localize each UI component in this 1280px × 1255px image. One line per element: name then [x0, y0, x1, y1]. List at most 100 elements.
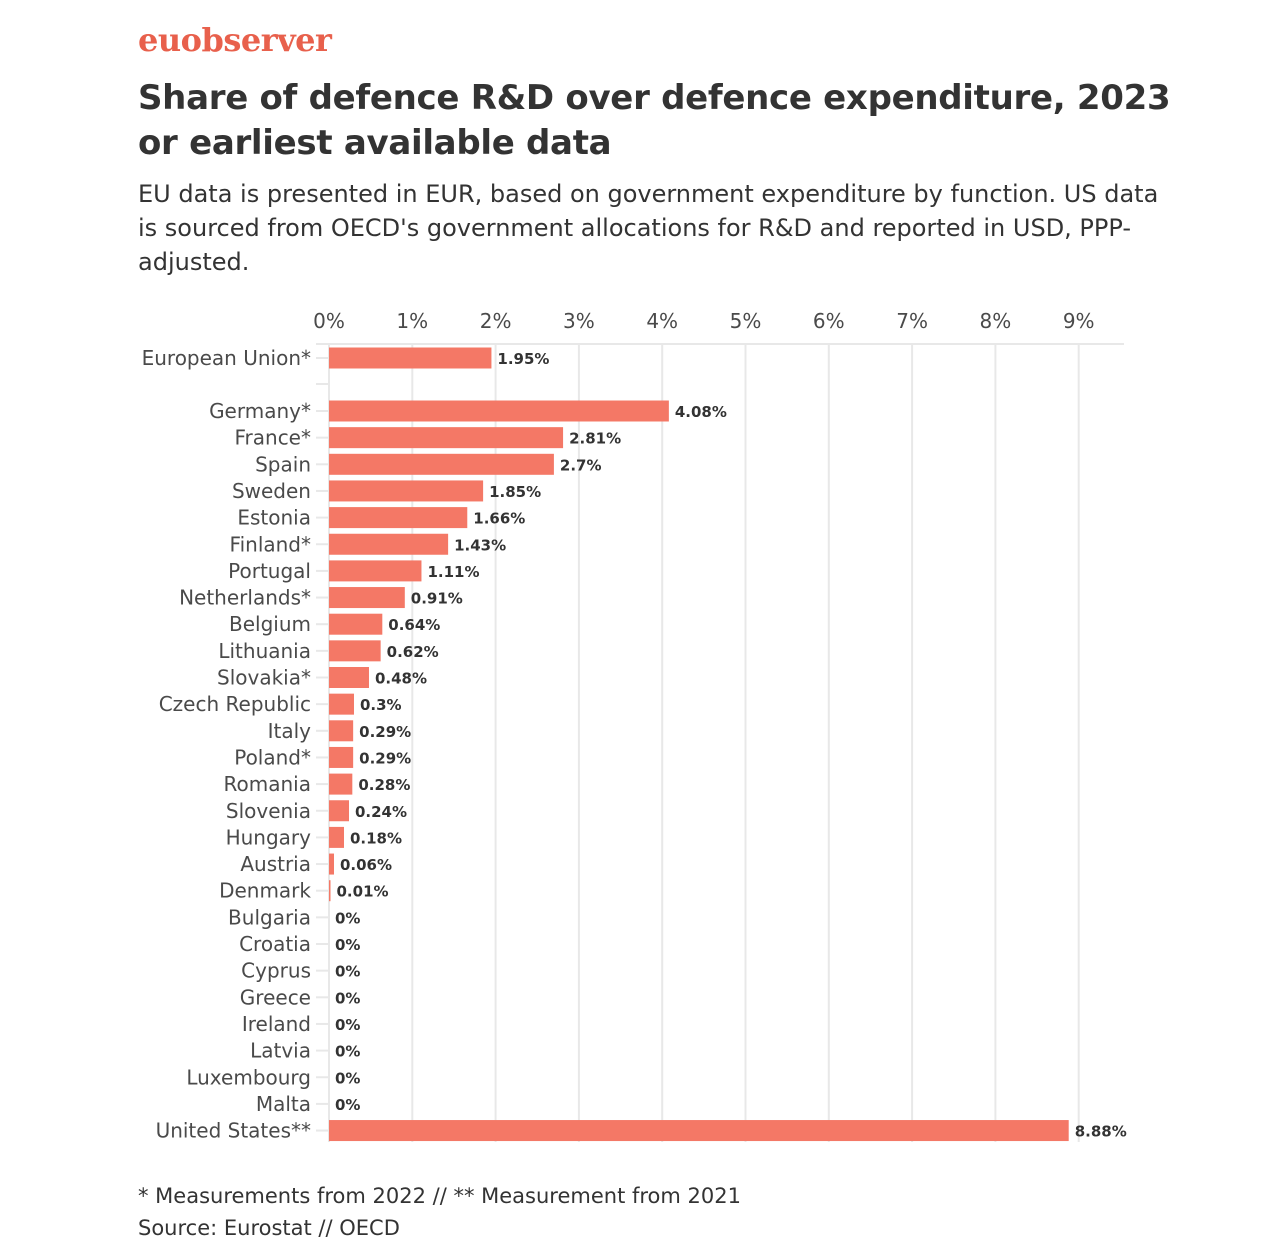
- category-label: Bulgaria: [228, 905, 311, 929]
- chart-title: Share of defence R&D over defence expend…: [138, 78, 1171, 163]
- x-tick-label: 9%: [1063, 309, 1095, 333]
- bar: [329, 800, 349, 822]
- category-labels: European Union* Germany* France*Spain Swede…: [142, 346, 312, 1143]
- value-labels: 1.95% 4.08% 2.81% 2.7% 1.85% 1.66% 1.43% 1.11% 0…: [335, 350, 1127, 1141]
- value-label: 0%: [335, 909, 360, 927]
- x-tick-label: 1%: [396, 309, 428, 333]
- category-label: Cyprus: [241, 959, 311, 983]
- value-label: 2.81%: [569, 430, 621, 448]
- value-label: 0%: [335, 1016, 360, 1034]
- category-label: Malta: [256, 1092, 311, 1116]
- x-tick-label: 3%: [563, 309, 595, 333]
- bar: [329, 746, 354, 768]
- category-label: Slovenia: [226, 799, 311, 823]
- category-label: Poland*: [234, 745, 311, 769]
- category-label: Belgium: [229, 612, 311, 636]
- bar: [329, 640, 381, 662]
- bar: [329, 1120, 1069, 1142]
- value-label: 1.43%: [454, 536, 506, 554]
- x-tick-label: 5%: [730, 309, 762, 333]
- bar: [329, 693, 354, 715]
- bar: [329, 853, 334, 875]
- value-label: 0.64%: [388, 616, 440, 634]
- bar: [329, 347, 492, 369]
- value-label: 0.29%: [359, 723, 411, 741]
- bar: [329, 880, 331, 902]
- value-label: 0%: [335, 989, 360, 1007]
- bar: [329, 560, 422, 582]
- value-label: 0.3%: [360, 696, 402, 714]
- category-label: United States**: [156, 1119, 311, 1143]
- bar: [329, 507, 468, 529]
- x-tick-label: 2%: [480, 309, 512, 333]
- category-label: Luxembourg: [186, 1065, 311, 1089]
- category-label: Italy: [268, 719, 312, 743]
- value-label: 0%: [335, 1043, 360, 1061]
- x-tick-label: 8%: [980, 309, 1012, 333]
- footnote: * Measurements from 2022 // ** Measureme…: [138, 1184, 741, 1208]
- value-label: 8.88%: [1075, 1123, 1127, 1141]
- category-label: Greece: [240, 985, 311, 1009]
- x-tick-label: 7%: [896, 309, 928, 333]
- category-label: Ireland: [242, 1012, 311, 1036]
- category-label: Finland*: [230, 532, 311, 556]
- value-label: 0.62%: [387, 643, 439, 661]
- value-label: 0.18%: [350, 829, 402, 847]
- bar: [329, 480, 484, 502]
- x-tick-label: 4%: [646, 309, 678, 333]
- category-label: Slovakia*: [217, 666, 311, 690]
- bar: [329, 773, 353, 795]
- bar: [329, 453, 554, 475]
- value-label: 0.91%: [411, 590, 463, 608]
- bar: [329, 587, 405, 609]
- category-label: Estonia: [237, 506, 311, 530]
- value-label: 0.28%: [358, 776, 410, 794]
- value-label: 0.24%: [355, 803, 407, 821]
- value-label: 2.7%: [560, 456, 602, 474]
- bars: [329, 347, 1069, 1142]
- bar: [329, 613, 383, 635]
- category-label: Sweden: [232, 479, 311, 503]
- value-label: 1.85%: [489, 483, 541, 501]
- bar-chart: 0% 1% 2% 3% 4% 5% 6% 7% 8% 9% European Union* Germ…: [142, 309, 1127, 1143]
- value-label: 0.29%: [359, 749, 411, 767]
- x-tick-label: 6%: [813, 309, 845, 333]
- chart-subtitle: EU data is presented in EUR, based on go…: [138, 180, 1159, 276]
- value-label: 0%: [335, 1096, 360, 1114]
- x-axis-ticks: 0% 1% 2% 3% 4% 5% 6% 7% 8% 9%: [313, 309, 1094, 333]
- source-note: Source: Eurostat // OECD: [138, 1216, 400, 1240]
- value-label: 0%: [335, 936, 360, 954]
- category-label: Spain: [255, 452, 311, 476]
- value-label: 0.06%: [340, 856, 392, 874]
- bar: [329, 533, 449, 555]
- brand-logo: euobserver: [138, 21, 332, 59]
- category-label: Denmark: [219, 879, 311, 903]
- category-label: Hungary: [226, 825, 312, 849]
- category-label: Portugal: [228, 559, 311, 583]
- category-label: Lithuania: [218, 639, 311, 663]
- value-label: 1.11%: [427, 563, 479, 581]
- category-label: Netherlands*: [179, 586, 311, 610]
- category-label: Czech Republic: [159, 692, 311, 716]
- value-label: 1.66%: [473, 510, 525, 528]
- category-label: Croatia: [239, 932, 311, 956]
- category-label: France*: [234, 426, 311, 450]
- bar: [329, 400, 669, 422]
- bar: [329, 720, 354, 742]
- value-label: 0.01%: [337, 883, 389, 901]
- grid-lines: [316, 343, 1124, 1142]
- category-label: European Union*: [142, 346, 311, 370]
- x-tick-label: 0%: [313, 309, 345, 333]
- bar: [329, 826, 344, 848]
- value-label: 1.95%: [497, 350, 549, 368]
- category-label: Latvia: [250, 1039, 311, 1063]
- value-label: 4.08%: [675, 403, 727, 421]
- value-label: 0%: [335, 1069, 360, 1087]
- bar: [329, 667, 369, 688]
- category-label: Germany*: [209, 399, 311, 423]
- category-label: Romania: [224, 772, 311, 796]
- bar: [329, 427, 564, 449]
- value-label: 0%: [335, 963, 360, 981]
- category-label: Austria: [240, 852, 311, 876]
- value-label: 0.48%: [375, 670, 427, 688]
